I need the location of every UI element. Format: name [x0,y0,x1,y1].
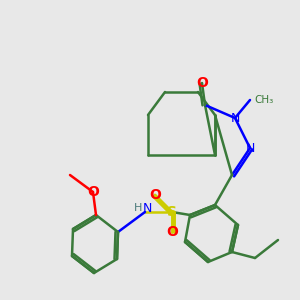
Text: O: O [149,188,161,202]
Text: N: N [142,202,152,214]
Text: H: H [134,203,142,213]
Text: S: S [167,205,177,219]
Text: O: O [87,185,99,199]
Text: N: N [245,142,255,154]
Text: O: O [166,225,178,239]
Text: N: N [230,112,240,124]
Text: CH₃: CH₃ [254,95,273,105]
Text: O: O [196,76,208,90]
